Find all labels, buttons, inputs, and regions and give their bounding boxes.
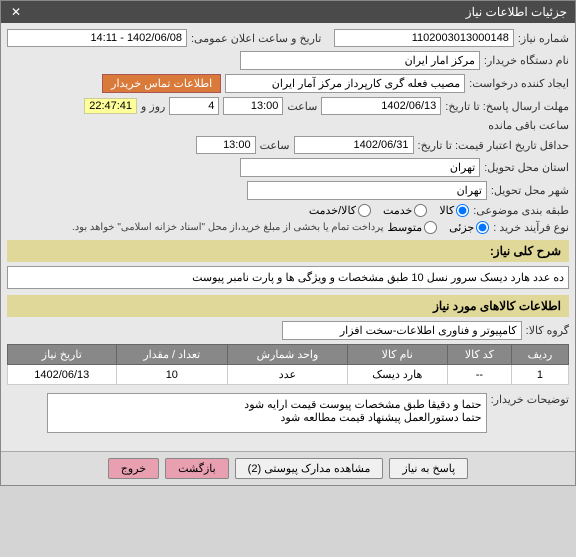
titlebar: جزئیات اطلاعات نیاز ✕ xyxy=(1,1,575,23)
process-radio-group: جزئی متوسط xyxy=(388,221,490,234)
requester-field: مصیب فعله گری کارپرداز مرکز آمار ایران xyxy=(225,74,465,93)
cat-khدmat-radio[interactable] xyxy=(414,204,427,217)
validity-date-field: 1402/06/31 xyxy=(294,136,414,154)
cat-khدmat-option[interactable]: خدمت xyxy=(383,204,427,217)
cat-kala-radio[interactable] xyxy=(456,204,469,217)
th-qty: تعداد / مقدار xyxy=(116,345,228,365)
deadline-time-label: ساعت xyxy=(287,100,317,113)
general-desc-box: ده عدد هارد دیسک سرور نسل 10 طبق مشخصات … xyxy=(7,266,569,289)
window: جزئیات اطلاعات نیاز ✕ شماره نیاز: 110200… xyxy=(0,0,576,486)
content: شماره نیاز: 1102003013000148 تاریخ و ساع… xyxy=(1,23,575,443)
validity-time-field: 13:00 xyxy=(196,136,256,154)
buyer-notes-box: حتما و دقیقا طبق مشخصات پیوست قیمت ارایه… xyxy=(47,393,487,433)
city-field: تهران xyxy=(247,181,487,200)
td-qty: 10 xyxy=(116,365,228,385)
th-name: نام کالا xyxy=(347,345,447,365)
deadline-date-field: 1402/06/13 xyxy=(321,97,441,115)
deadline-label: مهلت ارسال پاسخ: تا تاریخ: xyxy=(445,100,569,113)
back-button[interactable]: بازگشت xyxy=(165,458,229,479)
td-code: -- xyxy=(447,365,511,385)
th-code: کد کالا xyxy=(447,345,511,365)
items-section-header: اطلاعات کالاهای مورد نیاز xyxy=(7,295,569,317)
general-section-header: شرح کلی نیاز: xyxy=(7,240,569,262)
table-row: 1 -- هارد دیسک عدد 10 1402/06/13 xyxy=(8,365,569,385)
public-date-field: 1402/06/08 - 14:11 xyxy=(7,29,187,47)
device-label: نام دستگاه خریدار: xyxy=(484,54,569,67)
table-header-row: ردیف کد کالا نام کالا واحد شمارش تعداد /… xyxy=(8,345,569,365)
buyer-note-line2: حتما دستورالعمل پیشنهاد قیمت مطالعه شود xyxy=(52,411,482,424)
validity-label: حداقل تاریخ اعتبار قیمت: تا تاریخ: xyxy=(418,139,569,152)
exit-button[interactable]: خروج xyxy=(108,458,159,479)
td-date: 1402/06/13 xyxy=(8,365,117,385)
city-label: شهر محل تحویل: xyxy=(491,184,569,197)
cat-kala-option[interactable]: کالا xyxy=(439,204,469,217)
validity-time-label: ساعت xyxy=(260,139,290,152)
respond-button[interactable]: پاسخ به نیاز xyxy=(389,458,468,479)
days-field: 4 xyxy=(169,97,219,115)
need-number-field: 1102003013000148 xyxy=(334,29,514,47)
cat-both-radio[interactable] xyxy=(358,204,371,217)
items-table: ردیف کد کالا نام کالا واحد شمارش تعداد /… xyxy=(7,344,569,385)
td-name: هارد دیسک xyxy=(347,365,447,385)
th-date: تاریخ نیاز xyxy=(8,345,117,365)
proc-medium-radio[interactable] xyxy=(424,221,437,234)
deadline-time-field: 13:00 xyxy=(223,97,283,115)
td-unit: عدد xyxy=(228,365,348,385)
process-label: نوع فرآیند خرید : xyxy=(493,221,569,234)
buyer-notes-label: توضیحات خریدار: xyxy=(491,393,569,406)
remain-label: ساعت باقی مانده xyxy=(488,119,569,132)
td-row: 1 xyxy=(511,365,568,385)
need-number-label: شماره نیاز: xyxy=(518,32,569,45)
province-label: استان محل تحویل: xyxy=(484,161,569,174)
attachments-button[interactable]: مشاهده مدارک پیوستی (2) xyxy=(235,458,384,479)
public-date-label: تاریخ و ساعت اعلان عمومی: xyxy=(191,32,321,45)
buyer-note-line1: حتما و دقیقا طبق مشخصات پیوست قیمت ارایه… xyxy=(52,398,482,411)
remain-time-field: 22:47:41 xyxy=(84,98,137,114)
days-label: روز و xyxy=(141,100,165,113)
close-icon[interactable]: ✕ xyxy=(9,5,23,19)
contact-buyer-button[interactable]: اطلاعات تماس خریدار xyxy=(102,74,221,93)
group-label: گروه کالا: xyxy=(526,324,569,337)
category-label: طبقه بندی موضوعی: xyxy=(473,204,569,217)
process-note: پرداخت تمام یا بخشی از مبلغ خرید،از محل … xyxy=(72,222,384,233)
proc-partial-option[interactable]: جزئی xyxy=(449,221,489,234)
proc-partial-radio[interactable] xyxy=(476,221,489,234)
province-field: تهران xyxy=(240,158,480,177)
th-row: ردیف xyxy=(511,345,568,365)
device-field: مرکز امار ایران xyxy=(240,51,480,70)
requester-label: ایجاد کننده درخواست: xyxy=(469,77,569,90)
th-unit: واحد شمارش xyxy=(228,345,348,365)
window-title: جزئیات اطلاعات نیاز xyxy=(466,5,567,19)
proc-medium-option[interactable]: متوسط xyxy=(388,221,438,234)
footer-buttons: پاسخ به نیاز مشاهده مدارک پیوستی (2) باز… xyxy=(1,451,575,485)
group-field: کامپیوتر و فناوری اطلاعات-سخت افزار xyxy=(282,321,522,340)
category-radio-group: کالا خدمت کالا/خدمت xyxy=(309,204,469,217)
cat-both-option[interactable]: کالا/خدمت xyxy=(309,204,371,217)
